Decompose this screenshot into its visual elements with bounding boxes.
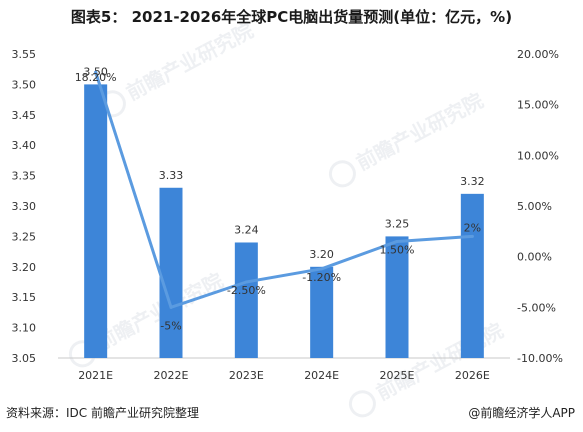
left-tick-label: 3.10 [12,322,37,335]
bar-value-label: 3.33 [159,169,184,182]
bar-value-labels: 3.503.333.243.203.253.32 [83,65,484,260]
growth-point [169,305,173,309]
growth-label: -5% [160,319,181,332]
left-tick-label: 3.25 [12,230,37,243]
credit-note: @前瞻经济学人APP [468,406,575,420]
bar [385,236,409,358]
right-tick-label: 10.00% [517,149,559,162]
growth-point [470,234,474,238]
growth-label: -2.50% [227,284,266,297]
right-tick-label: 15.00% [517,99,559,112]
left-tick-label: 3.40 [12,139,37,152]
category-labels: 2021E 2022E 2023E 2024E 2025E 2026E [78,369,490,382]
growth-point [320,267,324,271]
left-tick-label: 3.05 [12,352,37,365]
watermark: 前瞻产业研究院 [98,18,257,118]
category-label: 2024E [304,369,339,382]
source-note: 资料来源：IDC 前瞻产业研究院整理 [6,406,199,420]
category-label: 2026E [455,369,490,382]
growth-point [244,280,248,284]
right-tick-label: 5.00% [517,200,552,213]
growth-label: 2% [464,221,481,234]
growth-label: 1.50% [380,243,415,256]
watermark-text: 前瞻产业研究院 [122,18,257,105]
right-tick-label: -5.00% [517,301,556,314]
bar [234,242,258,358]
watermark-text: 前瞻产业研究院 [352,88,487,175]
growth-point [94,70,98,74]
left-tick-label: 3.55 [12,48,37,61]
right-tick-label: 20.00% [517,48,559,61]
bar-value-label: 3.24 [234,223,259,236]
bar [310,266,334,358]
category-label: 2021E [78,369,113,382]
left-axis-ticks: 3.55 3.50 3.45 3.40 3.35 3.30 3.25 3.20 3.15 3.10… [12,48,37,365]
growth-label: 18.20% [75,71,117,84]
watermarks: 前瞻产业研究院前瞻产业研究院前瞻产业研究院前瞻产业研究院 [68,18,507,418]
bar-value-label: 3.20 [309,248,334,261]
bars [84,84,484,359]
bar [460,193,484,358]
watermark-logo [348,390,376,418]
growth-line [94,70,474,309]
category-label: 2025E [380,369,415,382]
right-axis-ticks: 20.00% 15.00% 10.00% 5.00% 0.00% -5.00% -10.00… [517,48,563,365]
chart-title: 图表5： 2021-2026年全球PC电脑出货量预测(单位：亿元，%) [70,8,513,26]
growth-line-layer [94,70,474,309]
left-tick-label: 3.35 [12,170,37,183]
bar [84,84,108,359]
bar-value-label: 3.32 [460,175,485,188]
bar-value-label: 3.25 [385,217,410,230]
left-tick-label: 3.15 [12,291,37,304]
growth-labels: 18.20% -5% -2.50% -1.20% 1.50% 2% [75,71,481,332]
category-label: 2022E [154,369,189,382]
right-tick-label: 0.00% [517,251,552,264]
growth-point [395,239,399,243]
left-tick-label: 3.50 [12,78,37,91]
category-label: 2023E [229,369,264,382]
right-tick-label: -10.00% [517,352,563,365]
left-tick-label: 3.30 [12,200,37,213]
left-tick-label: 3.45 [12,109,37,122]
watermark-logo [328,160,356,188]
bar [159,187,183,358]
growth-label: -1.20% [302,271,341,284]
left-tick-label: 3.20 [12,261,37,274]
